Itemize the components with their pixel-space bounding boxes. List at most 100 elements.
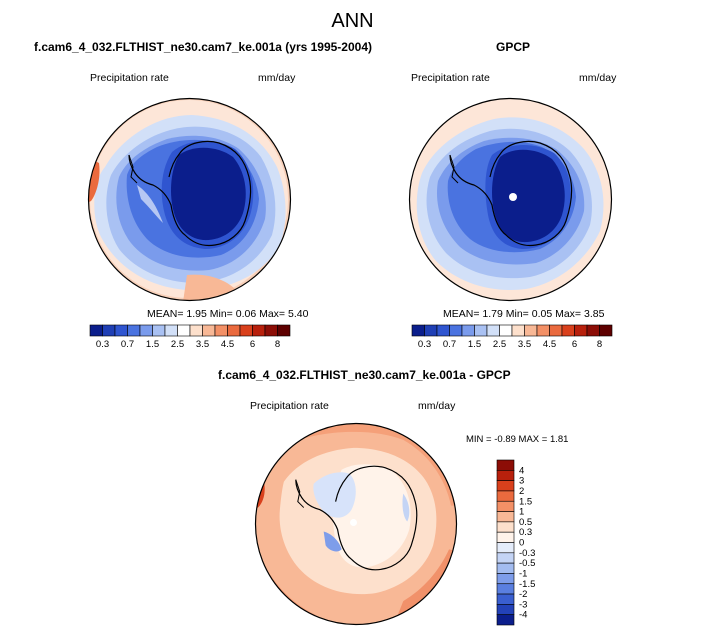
panel-2-colorbar-swatch xyxy=(424,324,438,337)
panel-1-colorbar-swatch xyxy=(102,324,116,337)
panel-2-colorbar-swatch xyxy=(586,324,600,337)
panel-2-min-value: 0.05 xyxy=(531,308,553,320)
panel-3-colorbar-tick-label: 2 xyxy=(519,486,524,497)
panel-2-colorbar-swatch xyxy=(449,324,463,337)
panel-1-colorbar-swatch xyxy=(264,324,278,337)
panel-1-colorbar-swatch xyxy=(114,324,128,337)
panel-3-stats: MIN = -0.89 MAX = 1.81 xyxy=(466,434,568,445)
figure-title: ANN xyxy=(331,10,374,32)
panel-3-colorbar-tick-label: -1 xyxy=(519,568,527,579)
panel-3-variable-label: Precipitation rate xyxy=(250,400,329,412)
panel-1-min-label: Min= xyxy=(209,308,233,320)
panel-1-colorbar-tick-label: 8 xyxy=(275,339,280,350)
panel-2-colorbar-swatch xyxy=(461,324,475,337)
panel-3-min-label: MIN = xyxy=(466,434,492,445)
panel-2-max-value: 3.85 xyxy=(583,308,605,320)
panel-3-colorbar-tick-label: 0.3 xyxy=(519,527,532,538)
panel-2-mean-value: 1.79 xyxy=(482,308,503,320)
panel-2-colorbar-swatch xyxy=(524,324,538,337)
panel-2-colorbar-swatch xyxy=(599,324,613,337)
panel-2-mean-label: MEAN= xyxy=(443,308,480,320)
panel-1-colorbar-swatch xyxy=(239,324,253,337)
panel-3-colorbar-swatch xyxy=(496,604,515,615)
panel-3-colorbar-swatch xyxy=(496,583,515,595)
panel-2-colorbar-tick-label: 1.5 xyxy=(468,339,481,350)
panel-1-variable-label: Precipitation rate xyxy=(90,72,169,84)
panel-3-colorbar-swatch xyxy=(496,511,515,523)
panel-3-colorbar-swatch xyxy=(496,531,515,543)
panel-1-stats: MEAN= 1.95 Min= 0.06 Max= 5.40 xyxy=(147,308,308,320)
panel-1-title: f.cam6_4_032.FLTHIST_ne30.cam7_ke.001a (… xyxy=(34,40,372,54)
panel-1-colorbar-tick-label: 0.7 xyxy=(121,339,134,350)
panel-1-colorbar-tick-label: 1.5 xyxy=(146,339,159,350)
panel-3-colorbar-tick-label: 1.5 xyxy=(519,496,532,507)
panel-2-colorbar-tick-label: 2.5 xyxy=(493,339,506,350)
panel-3-colorbar-tick-label: -0.3 xyxy=(519,548,535,559)
panel-1-colorbar-swatch xyxy=(89,324,103,337)
panel-3-colorbar-swatch xyxy=(496,573,515,585)
panel-1-colorbar-swatch xyxy=(277,324,291,337)
panel-2-colorbar-swatch xyxy=(474,324,488,337)
panel-3-colorbar-swatch xyxy=(496,542,515,554)
panel-3-colorbar-swatch xyxy=(496,562,515,574)
panel-3-colorbar-swatch xyxy=(496,500,515,512)
panel-1-colorbar-swatch xyxy=(227,324,241,337)
panel-3-colorbar-tick-label: 0.5 xyxy=(519,517,532,528)
panel-3-title: f.cam6_4_032.FLTHIST_ne30.cam7_ke.001a -… xyxy=(218,368,511,382)
panel-3-min-value: -0.89 xyxy=(494,434,516,445)
panel-1-min-value: 0.06 xyxy=(235,308,257,320)
panel-3-colorbar-swatch xyxy=(496,470,515,481)
panel-1-colorbar-swatch xyxy=(214,324,228,337)
panel-2-colorbar-swatch xyxy=(499,324,513,337)
panel-3-units-label: mm/day xyxy=(418,400,456,412)
panel-3-colorbar-swatch xyxy=(496,593,515,605)
panel-1-max-value: 5.40 xyxy=(287,308,309,320)
panel-1-colorbar-swatch xyxy=(189,324,203,337)
panel-2-colorbar-tick-label: 4.5 xyxy=(543,339,556,350)
panel-2-units-label: mm/day xyxy=(579,72,617,84)
panel-3-colorbar-swatch xyxy=(496,459,515,471)
panel-3-colorbar-tick-label: 1 xyxy=(519,507,524,518)
panel-1-colorbar-swatch xyxy=(252,324,266,337)
panel-1-max-label: Max= xyxy=(259,308,286,320)
panel-2-colorbar-tick-label: 8 xyxy=(597,339,602,350)
panel-1-colorbar-tick-label: 0.3 xyxy=(96,339,109,350)
panel-3-max-value: 1.81 xyxy=(549,434,569,445)
panel-2-polar-map xyxy=(408,97,613,302)
panel-2-colorbar-swatch xyxy=(536,324,550,337)
panel-1-polar-map xyxy=(87,97,292,302)
panel-3-colorbar-swatch xyxy=(496,552,515,564)
panel-2-colorbar-tick-label: 3.5 xyxy=(518,339,531,350)
panel-1-mean-value: 1.95 xyxy=(186,308,207,320)
panel-3-max-label: MAX = xyxy=(518,434,548,445)
panel-1-colorbar-swatch xyxy=(177,324,191,337)
panel-2-colorbar-tick-label: 0.7 xyxy=(443,339,456,350)
panel-3-colorbar-swatch xyxy=(496,480,515,492)
panel-3-colorbar-swatch xyxy=(496,490,515,502)
panel-2-variable-label: Precipitation rate xyxy=(411,72,490,84)
panel-3-colorbar-tick-label: 4 xyxy=(519,465,524,476)
panel-2-colorbar-swatch xyxy=(436,324,450,337)
panel-3-colorbar-tick-label: -1.5 xyxy=(519,579,535,590)
panel-3-colorbar-tick-label: -3 xyxy=(519,599,527,610)
panel-2-colorbar-swatch xyxy=(511,324,525,337)
panel-2-colorbar-swatch xyxy=(561,324,575,337)
panel-2-colorbar-swatch xyxy=(549,324,563,337)
panel-1-colorbar-tick-label: 3.5 xyxy=(196,339,209,350)
panel-1-mean-label: MEAN= xyxy=(147,308,184,320)
panel-3-colorbar-tick-label: 0 xyxy=(519,538,524,549)
panel-3-colorbar-tick-label: -0.5 xyxy=(519,558,535,569)
panel-2-colorbar: 0.3 0.7 1.5 2.5 3.5 4.5 6 8 xyxy=(411,324,613,350)
panel-3-colorbar-tick-label: -4 xyxy=(519,610,527,621)
panel-3-colorbar-tick-label: 3 xyxy=(519,476,524,487)
panel-3-polar-map xyxy=(254,422,458,626)
panel-2-colorbar-swatch xyxy=(411,324,425,337)
panel-1-colorbar-tick-label: 4.5 xyxy=(221,339,234,350)
panel-2-colorbar-swatch xyxy=(574,324,588,337)
panel-3-colorbar-swatch xyxy=(496,614,515,626)
panel-3-colorbar-swatch xyxy=(496,521,515,533)
panel-1-colorbar-tick-label: 2.5 xyxy=(171,339,184,350)
panel-2-colorbar-tick-label: 6 xyxy=(572,339,577,350)
panel-2-title: GPCP xyxy=(496,40,531,54)
